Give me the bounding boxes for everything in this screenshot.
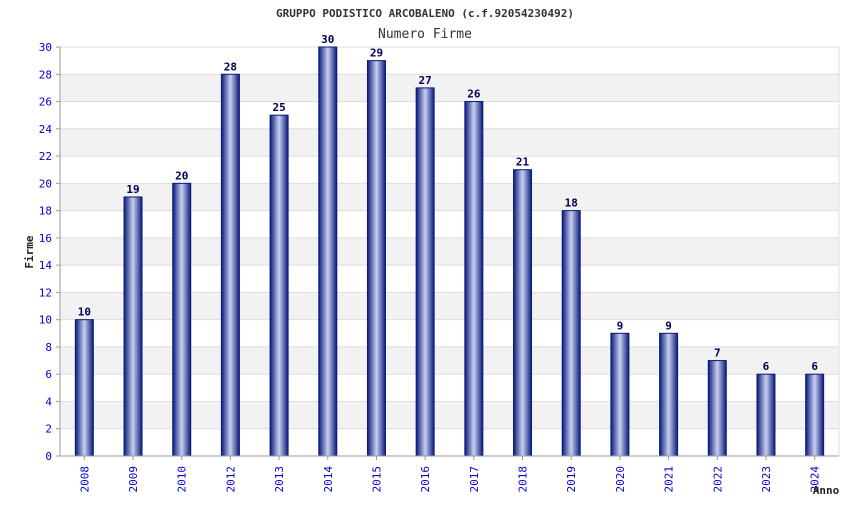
x-axis-ticks: 2008 2009 2010 2012 2013 2014 2015 2016 2017 2018… bbox=[78, 456, 822, 493]
x-tick-label: 2017 bbox=[468, 466, 481, 493]
bar bbox=[269, 114, 289, 457]
data-label: 10 bbox=[78, 306, 91, 319]
data-label: 30 bbox=[321, 33, 334, 46]
chart-subtitle: Numero Firme bbox=[378, 27, 472, 42]
y-tick-label: 2 bbox=[45, 423, 52, 436]
y-tick-label: 20 bbox=[39, 177, 52, 190]
x-tick-label: 2010 bbox=[176, 466, 189, 493]
y-tick-label: 16 bbox=[39, 232, 52, 245]
y-tick-label: 18 bbox=[39, 205, 52, 218]
data-label: 19 bbox=[126, 183, 139, 196]
x-tick-label: 2009 bbox=[127, 466, 140, 493]
y-tick-label: 6 bbox=[45, 368, 52, 381]
y-tick-label: 12 bbox=[39, 286, 52, 299]
data-label: 21 bbox=[516, 156, 530, 169]
data-label: 25 bbox=[272, 101, 285, 114]
x-tick-label: 2018 bbox=[517, 466, 530, 493]
x-tick-label: 2019 bbox=[565, 466, 578, 493]
data-label: 27 bbox=[419, 74, 432, 87]
bar bbox=[172, 182, 192, 457]
bar bbox=[659, 332, 679, 457]
bar bbox=[707, 360, 727, 457]
y-tick-label: 24 bbox=[39, 123, 53, 136]
x-tick-label: 2023 bbox=[760, 466, 773, 493]
data-label: 9 bbox=[617, 319, 624, 332]
y-tick-label: 4 bbox=[45, 395, 52, 408]
y-tick-label: 14 bbox=[39, 259, 53, 272]
bar bbox=[220, 73, 240, 457]
bar bbox=[756, 373, 776, 457]
bar bbox=[513, 169, 533, 457]
chart-title: GRUPPO PODISTICO ARCOBALENO (c.f.9205423… bbox=[276, 7, 574, 20]
grid-band bbox=[60, 74, 839, 102]
y-tick-label: 22 bbox=[39, 150, 52, 163]
bar bbox=[123, 196, 143, 457]
x-tick-label: 2013 bbox=[273, 466, 286, 493]
y-tick-label: 10 bbox=[39, 314, 52, 327]
x-tick-label: 2016 bbox=[419, 466, 432, 493]
data-label: 29 bbox=[370, 47, 383, 60]
y-axis-label: Firme bbox=[23, 235, 36, 268]
data-label: 28 bbox=[224, 60, 237, 73]
x-tick-label: 2024 bbox=[809, 466, 822, 493]
y-tick-label: 30 bbox=[39, 41, 52, 54]
y-tick-label: 28 bbox=[39, 68, 52, 81]
x-tick-label: 2012 bbox=[224, 466, 237, 493]
x-tick-label: 2022 bbox=[711, 466, 724, 493]
data-label: 9 bbox=[665, 319, 672, 332]
x-tick-label: 2008 bbox=[78, 466, 91, 493]
data-label: 18 bbox=[565, 197, 578, 210]
data-label: 26 bbox=[467, 88, 481, 101]
bar bbox=[610, 332, 630, 457]
data-label: 7 bbox=[714, 347, 721, 360]
bar bbox=[415, 87, 435, 457]
y-tick-label: 26 bbox=[39, 96, 52, 109]
y-tick-label: 8 bbox=[45, 341, 52, 354]
data-labels: 10 19 20 28 25 30 29 27 26 21 18 9 9 7 6 6 bbox=[78, 33, 819, 373]
y-tick-label: 0 bbox=[45, 450, 52, 463]
x-tick-label: 2014 bbox=[322, 466, 335, 493]
bar bbox=[805, 373, 825, 457]
bar bbox=[366, 60, 386, 457]
data-label: 20 bbox=[175, 169, 188, 182]
bar bbox=[464, 101, 484, 457]
x-tick-label: 2020 bbox=[614, 466, 627, 493]
bars bbox=[74, 46, 825, 457]
x-axis-label: Anno bbox=[813, 484, 840, 497]
bar bbox=[318, 46, 338, 457]
bar bbox=[561, 210, 581, 457]
data-label: 6 bbox=[763, 360, 770, 373]
grid-band bbox=[60, 128, 839, 157]
x-tick-label: 2021 bbox=[663, 466, 676, 493]
data-label: 6 bbox=[811, 360, 818, 373]
bar bbox=[74, 319, 94, 457]
x-tick-label: 2015 bbox=[370, 466, 383, 493]
